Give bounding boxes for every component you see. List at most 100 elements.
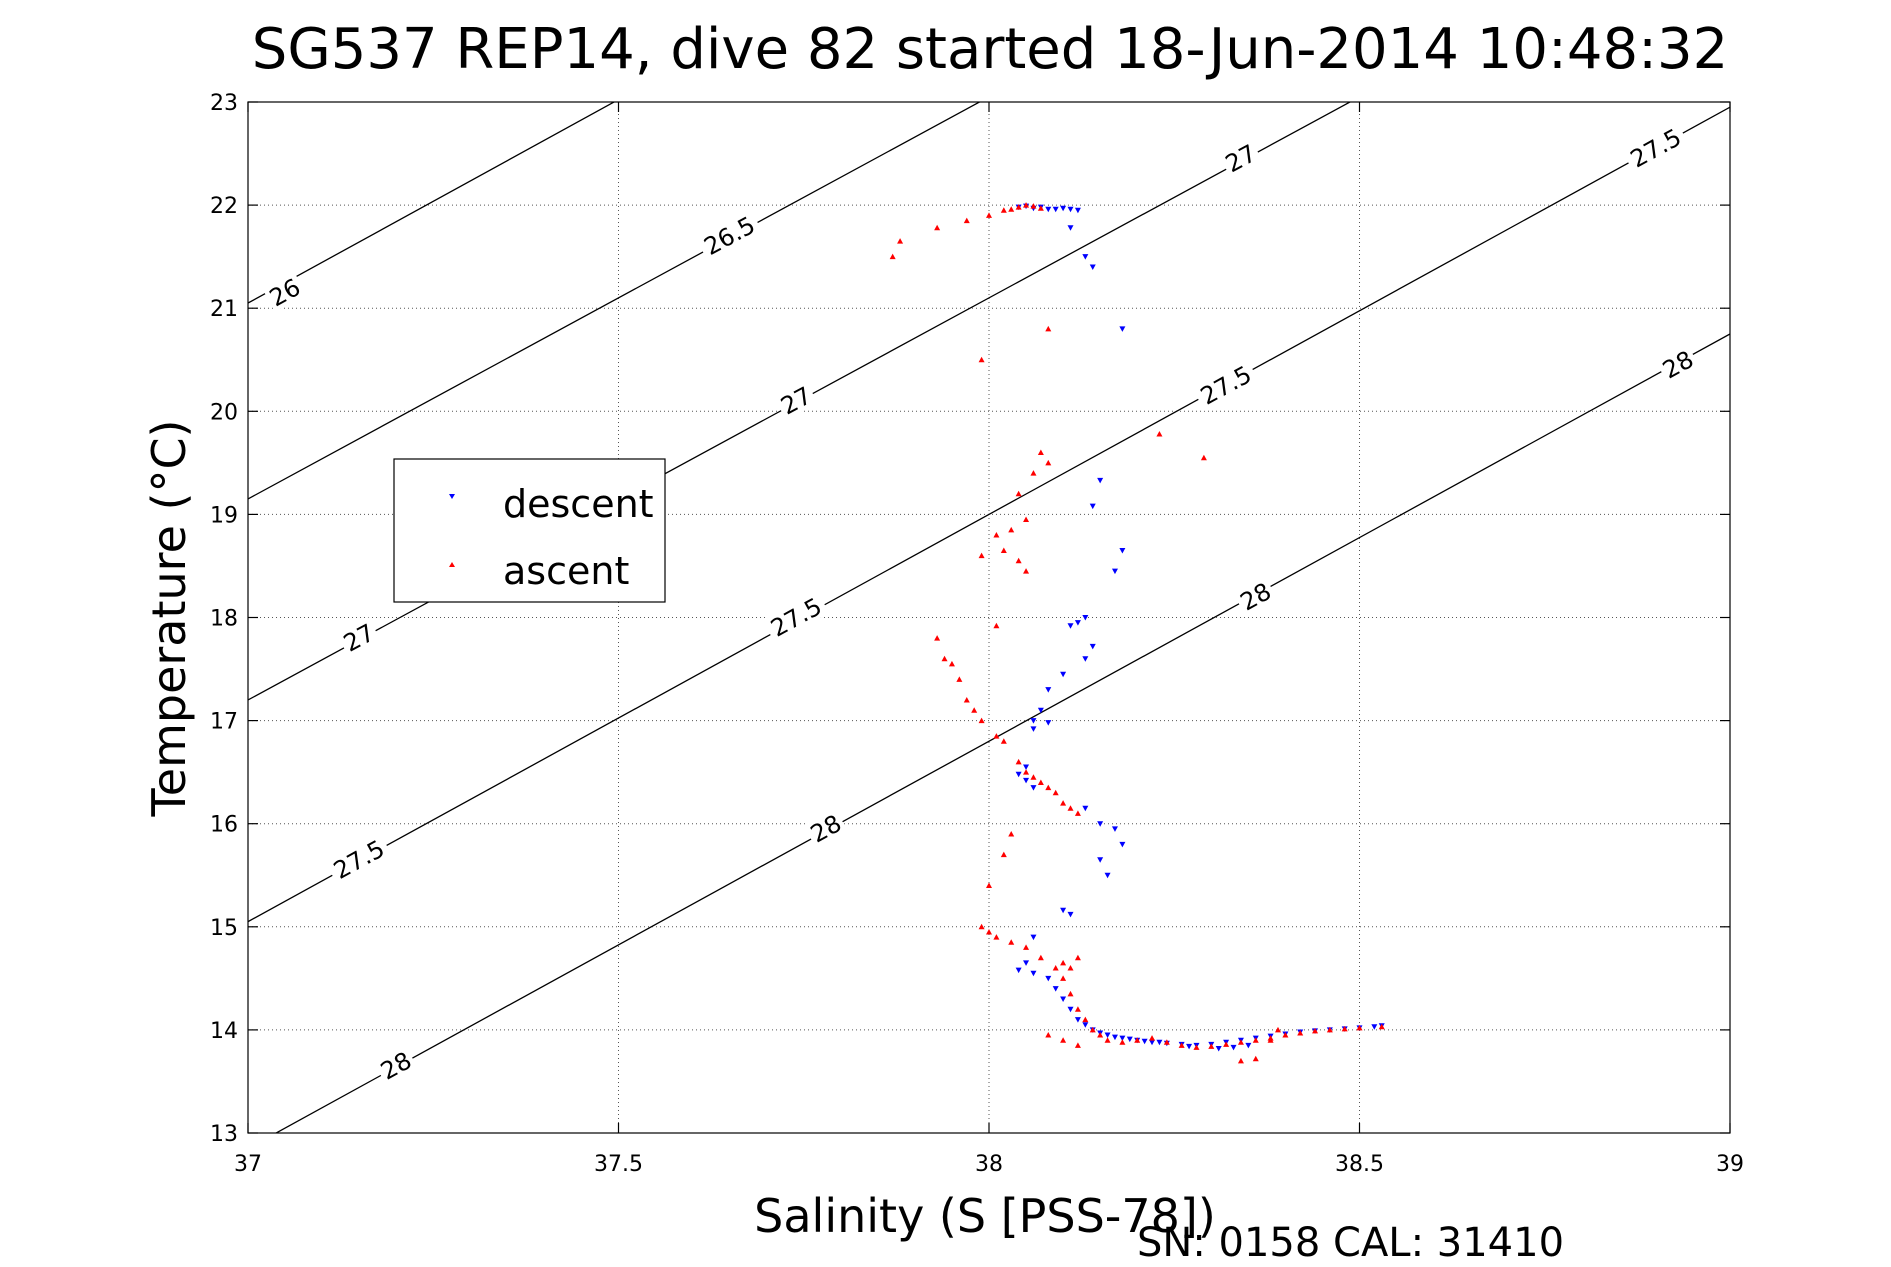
ascent-point: [1104, 1037, 1111, 1043]
ascent-point: [1089, 1026, 1096, 1033]
contour-label-bg: [1148, 0, 1215, 14]
contour-label-group-26.5-1: 26.5: [1148, 0, 1216, 16]
ascent-point: [1252, 1055, 1259, 1062]
contour-label-group-27.5-2: 27.5: [1192, 358, 1260, 411]
ascent-point: [1208, 1043, 1215, 1049]
contour-label-group-26.5-0: 26.5: [695, 208, 763, 262]
contour-label-28: 28: [1236, 577, 1276, 616]
contour-label-28: 28: [376, 1046, 416, 1085]
descent-point: [1097, 857, 1104, 863]
ascent-point: [1074, 1006, 1081, 1012]
contour-line-27.5: [248, 106, 1730, 923]
ascent-point: [956, 676, 963, 682]
descent-point: [1030, 726, 1037, 732]
descent-point: [1030, 718, 1037, 724]
descent-point: [1052, 206, 1059, 213]
descent-point: [1097, 477, 1104, 484]
ascent-point: [1008, 206, 1015, 212]
y-tick-label-7: 20: [210, 400, 238, 425]
descent-point: [1097, 821, 1104, 827]
ascent-point: [1000, 547, 1007, 553]
x-tick-label-1: 37.5: [594, 1152, 643, 1177]
ascent-point: [934, 635, 941, 641]
descent-point: [1230, 1044, 1237, 1051]
contour-label-bg: [1655, 343, 1700, 385]
serial-calibration-text: SN: 0158 CAL: 31410: [1137, 1220, 1564, 1262]
ascent-point: [1200, 454, 1207, 461]
contour-line-26: [248, 102, 616, 304]
descent-point: [1156, 1039, 1163, 1046]
ascent-point: [1067, 990, 1074, 997]
ascent-point: [1178, 1042, 1185, 1048]
y-tick-label-2: 15: [210, 916, 238, 941]
descent-point: [1245, 1042, 1252, 1049]
ascent-point: [1045, 784, 1052, 791]
contour-label-group-26-0: 26: [262, 271, 307, 312]
ascent-point: [1023, 769, 1030, 775]
legend-descent-label: descent: [503, 482, 654, 526]
descent-point: [1089, 503, 1096, 510]
contour-label-27: 27: [1221, 139, 1261, 178]
contour-label-27: 27: [776, 381, 816, 420]
y-tick-label-8: 21: [210, 297, 238, 322]
descent-point: [1067, 225, 1074, 231]
x-tick-label-3: 38.5: [1335, 1152, 1384, 1177]
descent-point: [1111, 568, 1118, 575]
descent-point: [1045, 206, 1052, 213]
ascent-point: [1023, 516, 1030, 523]
contour-label-bg: [262, 271, 307, 312]
descent-point: [1126, 1036, 1133, 1043]
x-tick-label-2: 38: [975, 1152, 1003, 1177]
ascent-point: [1037, 205, 1044, 211]
descent-point: [1119, 547, 1126, 554]
ascent-point: [1156, 430, 1163, 437]
contour-label-group-28-3: 28: [1655, 343, 1700, 385]
contour-label-bg: [325, 832, 393, 886]
ascent-point: [1045, 325, 1052, 332]
ascent-point: [1074, 1042, 1081, 1048]
ascent-point: [986, 882, 992, 889]
ascent-point: [1015, 490, 1022, 497]
contour-label-bg: [695, 208, 763, 262]
descent-point: [1060, 907, 1067, 914]
descent-point: [1149, 1039, 1156, 1046]
ascent-point: [1008, 939, 1015, 945]
ascent-point: [1341, 1025, 1348, 1032]
legend-descent-marker: [449, 494, 455, 499]
ascent-point: [978, 923, 985, 930]
ascent-point: [1274, 1026, 1281, 1033]
ascent-point: [1119, 1039, 1126, 1045]
ascent-point: [1223, 1041, 1230, 1047]
contour-label-group-28-1: 28: [803, 807, 848, 848]
ascent-point: [978, 717, 985, 724]
ascent-point: [1074, 810, 1081, 816]
data-series: [889, 202, 1385, 1064]
x-tick-label-4: 39: [1716, 1152, 1744, 1177]
contour-label-bg: [1621, 121, 1689, 174]
ascent-point: [1015, 758, 1022, 765]
ascent-point: [1052, 965, 1059, 971]
descent-point: [1074, 1017, 1081, 1023]
ascent-point: [1008, 831, 1015, 837]
descent-point: [1023, 764, 1030, 770]
series-descent: [1015, 203, 1385, 1052]
ascent-point: [1037, 449, 1044, 456]
ascent-point: [1015, 557, 1022, 564]
ascent-point: [1082, 1016, 1089, 1023]
ascent-point: [1312, 1027, 1319, 1034]
descent-point: [1030, 934, 1037, 941]
ascent-point: [1037, 954, 1044, 961]
descent-point: [1067, 1006, 1074, 1013]
descent-point: [1119, 326, 1126, 332]
series-ascent: [889, 202, 1385, 1064]
ascent-point: [934, 224, 941, 231]
ascent-point: [1023, 944, 1030, 950]
ascent-point: [897, 238, 904, 244]
ascent-point: [1067, 965, 1074, 971]
ascent-point: [1193, 1044, 1200, 1050]
contour-label-bg: [762, 590, 830, 643]
ascent-point: [1297, 1029, 1304, 1036]
descent-point: [1082, 1022, 1089, 1028]
contour-label-group-27-2: 27: [1218, 137, 1263, 178]
